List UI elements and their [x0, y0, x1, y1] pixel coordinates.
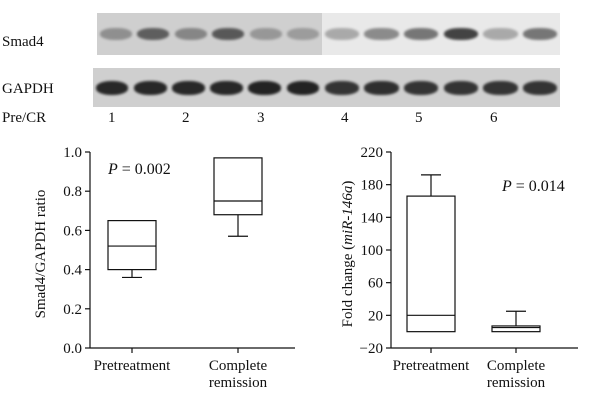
- box-iqr: [107, 220, 157, 271]
- smad4-band: [99, 28, 132, 40]
- gapdh-blot-strip-left: [93, 68, 322, 107]
- blot-row-label-smad4: Smad4: [2, 34, 44, 50]
- gapdh-blot-strip-right: [322, 68, 560, 107]
- gapdh-band: [364, 80, 399, 95]
- gapdh-band: [483, 80, 518, 95]
- y-tick-label: 0.2: [63, 302, 82, 318]
- box-1: [107, 220, 157, 279]
- gapdh-band: [523, 80, 558, 95]
- y-axis-label: Smad4/GAPDH ratio: [33, 190, 49, 319]
- pair-number-6: 6: [490, 110, 498, 126]
- y-tick-label: 220: [361, 145, 384, 161]
- gapdh-band: [324, 80, 359, 95]
- y-tick-label: 1.0: [63, 145, 82, 161]
- smad4-band: [212, 28, 245, 40]
- pair-number-1: 1: [108, 110, 116, 126]
- y-tick-label: 20: [368, 308, 383, 324]
- y-axis-label: Fold change (miR-146a): [340, 181, 356, 328]
- gapdh-band: [95, 80, 129, 95]
- gapdh-band: [248, 80, 282, 95]
- smad4-band: [443, 28, 478, 40]
- y-tick-label: 0.8: [63, 184, 82, 200]
- boxplot-panel-2: −20 20 60 100 140 180 220 Pretreatment Complete r…: [340, 145, 578, 391]
- pair-number-5: 5: [415, 110, 423, 126]
- pair-number-4: 4: [341, 110, 349, 126]
- y-tick-label: 180: [361, 178, 384, 194]
- smad4-band: [174, 28, 207, 40]
- gapdh-band: [286, 80, 320, 95]
- p-value-annotation: P = 0.014: [501, 178, 565, 195]
- y-tick-label: 140: [361, 210, 384, 226]
- box-iqr: [406, 195, 456, 333]
- gapdh-band: [404, 80, 439, 95]
- box-2: [491, 310, 541, 333]
- smad4-band: [287, 28, 320, 40]
- box-iqr: [213, 157, 263, 216]
- smad4-band: [364, 28, 399, 40]
- gapdh-band: [210, 80, 243, 95]
- boxplot-panel-1: 0.0 0.2 0.4 0.6 0.8 1.0 Pretreatment Complete re…: [33, 145, 295, 391]
- gapdh-band: [133, 80, 167, 95]
- smad4-band: [483, 28, 518, 40]
- smad4-band: [523, 28, 558, 40]
- box-1: [406, 174, 456, 333]
- box-2: [213, 157, 263, 237]
- smad4-band: [404, 28, 439, 40]
- category-label: Pretreatment: [393, 358, 470, 374]
- y-tick-label: 0.4: [63, 263, 82, 279]
- y-tick-label: 0.0: [63, 341, 82, 357]
- category-label: Pretreatment: [94, 358, 171, 374]
- y-tick-label: −20: [360, 341, 383, 357]
- y-tick-label: 0.6: [63, 223, 82, 239]
- y-tick-label: 60: [368, 276, 383, 292]
- p-value-annotation: P = 0.002: [107, 161, 171, 178]
- gapdh-band: [443, 80, 478, 95]
- category-label: Complete remission: [487, 358, 546, 391]
- smad4-band: [137, 28, 170, 40]
- lane-label: Pre/CR: [2, 110, 47, 126]
- smad4-band: [324, 28, 359, 40]
- pair-number-2: 2: [182, 110, 190, 126]
- gapdh-band: [172, 80, 205, 95]
- category-label: Complete remission: [209, 358, 268, 391]
- smad4-band: [249, 28, 282, 40]
- smad4-blot-strip-right: [322, 13, 560, 55]
- smad4-blot-strip-left: [97, 13, 322, 55]
- y-tick-label: 100: [361, 243, 384, 259]
- pair-number-3: 3: [257, 110, 265, 126]
- box-iqr: [491, 325, 541, 333]
- blot-row-label-gapdh: GAPDH: [2, 81, 54, 97]
